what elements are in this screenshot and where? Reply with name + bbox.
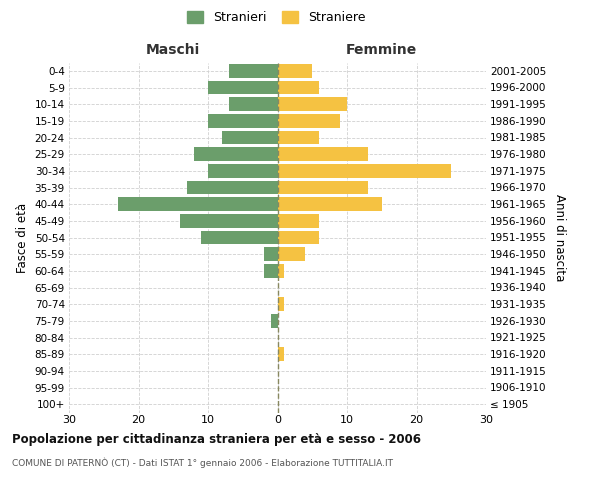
Text: Maschi: Maschi bbox=[146, 44, 200, 58]
Text: Popolazione per cittadinanza straniera per età e sesso - 2006: Popolazione per cittadinanza straniera p… bbox=[12, 432, 421, 446]
Legend: Stranieri, Straniere: Stranieri, Straniere bbox=[182, 6, 370, 29]
Bar bbox=[180, 214, 277, 228]
Bar bbox=[222, 130, 277, 144]
Y-axis label: Fasce di età: Fasce di età bbox=[16, 202, 29, 272]
Bar bbox=[208, 164, 277, 177]
Text: Femmine: Femmine bbox=[346, 44, 418, 58]
Bar bbox=[201, 230, 277, 244]
Bar bbox=[277, 230, 319, 244]
Bar bbox=[194, 148, 277, 161]
Bar bbox=[277, 114, 340, 128]
Bar bbox=[263, 264, 277, 278]
Bar bbox=[277, 64, 312, 78]
Bar bbox=[277, 80, 319, 94]
Bar bbox=[187, 180, 277, 194]
Bar bbox=[277, 348, 284, 361]
Bar bbox=[263, 248, 277, 261]
Bar bbox=[277, 248, 305, 261]
Bar bbox=[208, 114, 277, 128]
Bar bbox=[277, 264, 284, 278]
Bar bbox=[229, 98, 277, 111]
Bar bbox=[277, 98, 347, 111]
Bar bbox=[208, 80, 277, 94]
Bar bbox=[229, 64, 277, 78]
Bar bbox=[277, 148, 368, 161]
Bar bbox=[277, 298, 284, 311]
Y-axis label: Anni di nascita: Anni di nascita bbox=[553, 194, 566, 281]
Bar bbox=[277, 180, 368, 194]
Bar bbox=[271, 314, 277, 328]
Bar bbox=[118, 198, 277, 211]
Text: COMUNE DI PATERNÒ (CT) - Dati ISTAT 1° gennaio 2006 - Elaborazione TUTTITALIA.IT: COMUNE DI PATERNÒ (CT) - Dati ISTAT 1° g… bbox=[12, 458, 393, 468]
Bar bbox=[277, 130, 319, 144]
Bar bbox=[277, 198, 382, 211]
Bar bbox=[277, 214, 319, 228]
Bar bbox=[277, 164, 451, 177]
